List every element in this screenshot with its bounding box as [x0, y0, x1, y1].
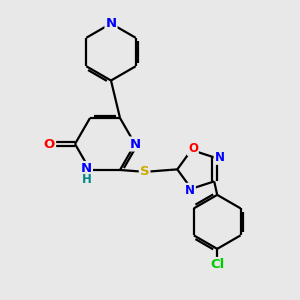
Text: N: N: [129, 137, 141, 151]
Text: Cl: Cl: [210, 258, 224, 271]
Text: O: O: [44, 137, 55, 151]
Text: N: N: [81, 162, 92, 175]
Text: N: N: [214, 151, 225, 164]
Text: O: O: [188, 142, 198, 155]
Text: N: N: [185, 184, 195, 197]
Text: H: H: [82, 173, 91, 186]
Text: S: S: [140, 165, 149, 178]
Text: N: N: [105, 17, 117, 30]
